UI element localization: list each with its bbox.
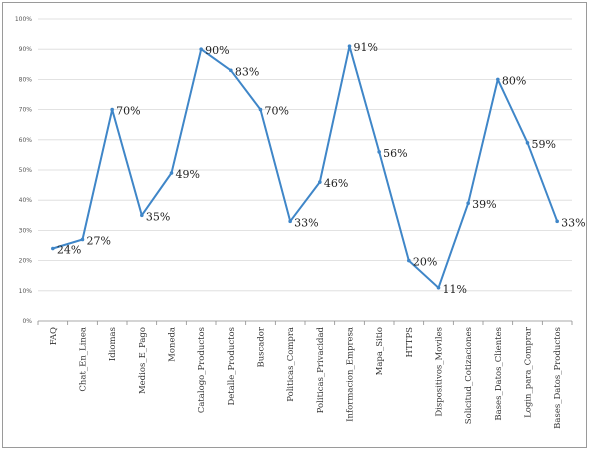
data-point [436, 285, 441, 290]
data-label: 70% [116, 105, 140, 118]
data-label: 33% [561, 216, 585, 229]
data-point [169, 171, 174, 175]
x-tick-label: HTTPS [405, 327, 415, 358]
y-tick-label: 40% [19, 197, 33, 204]
data-point [525, 141, 530, 145]
data-point [288, 219, 292, 224]
data-point [229, 68, 233, 73]
x-tick-label: Politicas_Compra [286, 327, 296, 402]
data-point [51, 246, 55, 251]
data-label: 33% [294, 216, 318, 229]
x-tick-label: Medios_E_Pago [138, 327, 148, 394]
data-label: 39% [472, 198, 496, 211]
x-tick-label: Informacion_Empresa [346, 327, 356, 422]
data-label: 83% [235, 65, 259, 78]
x-tick-label: Idiomas [108, 327, 118, 361]
x-tick-label: Catalogo_Productos [197, 327, 207, 413]
series [51, 44, 559, 290]
data-label: 46% [324, 177, 348, 190]
x-tick-label: Login_para_Comprar [524, 326, 534, 418]
data-label: 90% [205, 44, 229, 57]
x-tick-labels: FAQ Chat_En_Linea Idiomas Medios_E_Pago Mone… [49, 326, 563, 429]
data-point [110, 107, 114, 112]
gridlines [38, 18, 572, 292]
chart-frame [2, 2, 587, 448]
data-label: 27% [87, 234, 111, 247]
data-label: 35% [146, 210, 170, 223]
data-label: 49% [176, 168, 200, 181]
y-tick-label: 90% [19, 46, 33, 53]
series-line [52, 45, 559, 289]
y-tick-label: 80% [19, 76, 33, 83]
y-tick-label: 0% [22, 318, 32, 325]
y-tick-label: 60% [19, 137, 33, 144]
data-label: 91% [354, 41, 378, 54]
y-tick-label: 70% [19, 107, 33, 114]
data-point [466, 201, 470, 206]
data-label: 56% [383, 147, 407, 160]
data-point [407, 258, 411, 263]
data-point [555, 219, 559, 224]
data-point [318, 180, 322, 184]
x-tick-label: Solicitud_Cotizaciones [464, 327, 474, 424]
y-tick-labels: 0% 10% 20% 30% 40% 50% 60% 70% 80% 90% 100% [15, 16, 32, 325]
data-point [496, 77, 500, 82]
data-label: 20% [413, 256, 437, 269]
data-point [347, 44, 352, 48]
data-point [258, 107, 263, 112]
data-label: 11% [443, 283, 467, 296]
x-tick-label: Dispositivos_Moviles [435, 327, 445, 417]
data-point [377, 150, 381, 154]
x-tick-label: Mapa_Sitio [375, 327, 385, 375]
y-tick-label: 100% [15, 16, 32, 23]
x-tick-label: FAQ [49, 327, 59, 345]
data-point [199, 47, 203, 51]
axes [37, 320, 573, 325]
data-label: 70% [265, 105, 289, 118]
data-point [80, 237, 85, 242]
x-tick-label: Detalle_Productos [227, 327, 237, 406]
y-tick-label: 10% [19, 288, 33, 295]
y-tick-label: 20% [19, 258, 33, 265]
x-tick-label: Moneda [168, 327, 178, 362]
data-labels: 24% 27% 70% 35% 49% 90% 83% 70% 33% 46% 91% 56% 20% 1… [57, 41, 586, 296]
data-label: 80% [502, 74, 526, 87]
x-tick-label: Bases_Datos_Productos [553, 327, 563, 429]
data-point [140, 213, 144, 218]
y-tick-label: 30% [19, 227, 33, 234]
data-label: 24% [57, 244, 81, 257]
data-label: 59% [532, 138, 556, 151]
y-tick-label: 50% [19, 167, 33, 174]
x-tick-label: Chat_En_Linea [79, 327, 89, 392]
x-tick-label: Buscador [257, 326, 267, 367]
x-tick-label: Politicas_Privacidad [316, 326, 326, 413]
x-tick-label: Bases_Datos_Clientes [494, 327, 504, 421]
